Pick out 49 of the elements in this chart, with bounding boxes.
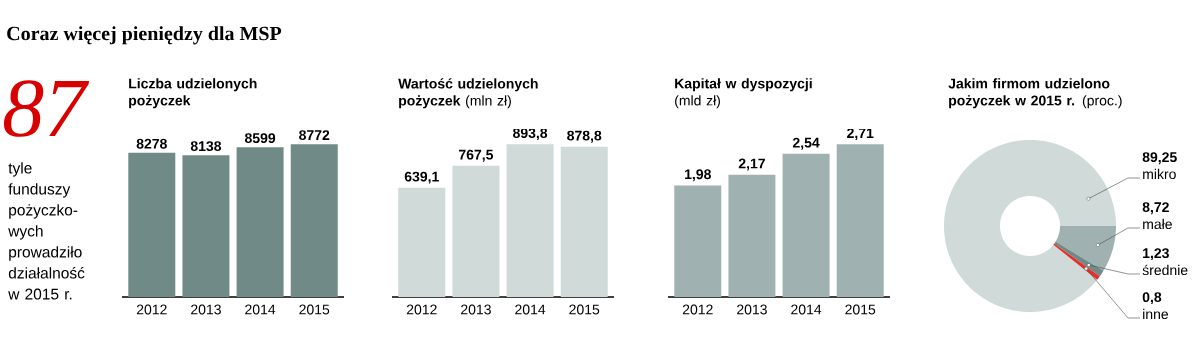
data-label: 8599 (244, 133, 276, 144)
x-tick-label: 2015 (569, 304, 600, 315)
data-label: 1,98 (685, 169, 711, 182)
slice-label: średnie (1142, 264, 1188, 276)
bar (236, 147, 284, 297)
bar (506, 144, 554, 297)
data-label: 639,1 (404, 171, 439, 184)
bar (728, 174, 776, 297)
text: Coraz więcej pieniędzy dla MSP (7, 26, 282, 45)
bar (398, 187, 446, 297)
text: 87 (3, 80, 90, 137)
data-label: 0,8 (1142, 292, 1162, 305)
x-tick-label: 2013 (737, 304, 767, 315)
x-tick-label: 2012 (136, 304, 167, 315)
data-label: 2,17 (738, 158, 765, 171)
slice-label: małe (1143, 218, 1172, 230)
bar (452, 165, 500, 297)
data-label: 8772 (299, 130, 330, 141)
chart-title: Wartość udzielonych pożyczek (mln zł) (398, 78, 538, 109)
x-tick-label: 2012 (682, 304, 713, 315)
data-label: 8278 (136, 138, 167, 149)
x-tick-label: 2014 (515, 304, 546, 315)
x-tick-label: 2013 (191, 304, 221, 315)
text: tyle funduszy pożyczko-wych prowadziło działalność w 2015 r. (8, 162, 85, 300)
data-label: 8138 (190, 141, 222, 152)
x-tick-label: 2012 (406, 304, 437, 315)
bar (290, 144, 338, 297)
chart-title: Kapitał w dyspozycji (mld zł) (675, 78, 812, 109)
bar (182, 155, 230, 297)
slice-label: inne (1143, 308, 1169, 320)
bar (560, 146, 608, 297)
chart-title: Liczba udzielonych pożyczek (129, 78, 257, 109)
data-label: 1,23 (1143, 248, 1169, 261)
data-label: 2,54 (792, 137, 820, 150)
x-tick-label: 2013 (461, 304, 491, 315)
slice-label: mikro (1143, 168, 1176, 180)
x-tick-label: 2015 (845, 304, 876, 315)
chart-title: Jakim firmom udzielono pożyczek w 2015 r. (proc.) (948, 78, 1122, 109)
data-label: 878,8 (567, 130, 602, 143)
x-tick-label: 2014 (245, 304, 276, 315)
bar (674, 185, 722, 297)
bar (836, 144, 884, 297)
data-label: 767,5 (459, 149, 494, 162)
data-label: 89,25 (1142, 152, 1177, 165)
x-tick-label: 2014 (791, 304, 822, 315)
x-tick-label: 2015 (299, 304, 330, 315)
bar (128, 152, 176, 297)
bar (782, 153, 830, 297)
data-label: 8,72 (1142, 202, 1169, 215)
